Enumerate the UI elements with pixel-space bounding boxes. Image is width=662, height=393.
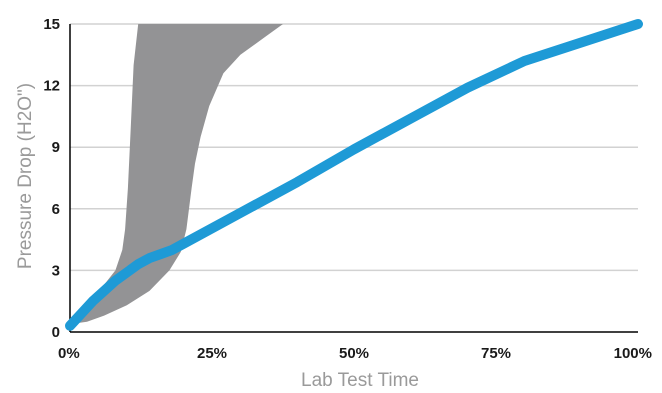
x-tick-label: 25% <box>197 345 227 362</box>
x-tick-label: 100% <box>614 345 652 362</box>
axes <box>69 24 638 333</box>
y-tick-label: 15 <box>43 16 60 33</box>
x-tick-label: 0% <box>58 345 80 362</box>
pressure-drop-line <box>65 19 643 331</box>
y-tick-label: 3 <box>52 262 60 279</box>
series-line <box>65 19 643 331</box>
band-area <box>72 24 283 324</box>
y-tick-labels: 0 3 6 9 12 15 <box>43 16 60 341</box>
pressure-range-band <box>72 24 283 324</box>
x-axis-label: Lab Test Time <box>301 370 419 391</box>
x-tick-label: 75% <box>481 345 511 362</box>
y-tick-label: 9 <box>52 139 60 156</box>
y-tick-label: 6 <box>52 201 60 218</box>
x-tick-labels: 0% 25% 50% 75% 100% <box>58 345 652 362</box>
y-axis-label: Pressure Drop (H2O") <box>15 83 36 269</box>
x-tick-label: 50% <box>339 345 369 362</box>
y-tick-label: 12 <box>43 78 60 95</box>
y-tick-label: 0 <box>52 324 60 341</box>
